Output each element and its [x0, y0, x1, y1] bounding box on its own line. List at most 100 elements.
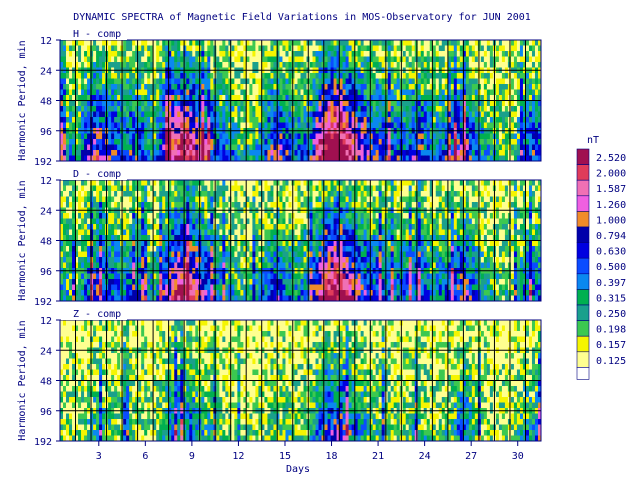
spectrum-cell [228, 139, 232, 145]
spectrum-cell [87, 133, 91, 140]
spectrum-cell [453, 111, 458, 118]
spectrum-cell [225, 218, 229, 225]
spectrum-cell [132, 111, 136, 118]
spectrum-cell [498, 133, 503, 140]
spectrum-cell [282, 155, 286, 162]
spectrum-cell [216, 284, 220, 291]
spectrum-cell [429, 144, 434, 151]
spectrum-cell [183, 95, 187, 101]
spectrum-cell [237, 150, 241, 156]
spectrum-cell [177, 235, 181, 241]
spectrum-cell [336, 100, 340, 107]
spectrum-cell [261, 51, 265, 57]
spectrum-cell [63, 218, 67, 225]
spectrum-cell [294, 117, 298, 123]
spectrum-cell [330, 62, 334, 68]
spectrum-cell [75, 56, 79, 63]
spectrum-cell [195, 273, 199, 280]
spectrum-cell [249, 262, 253, 269]
spectrum-cell [459, 95, 464, 101]
spectrum-cell [426, 117, 431, 123]
spectrum-cell [228, 144, 232, 151]
spectrum-cell [327, 117, 331, 123]
spectrum-cell [255, 117, 259, 123]
spectrum-cell [366, 133, 371, 140]
spectrum-cell [498, 144, 503, 151]
spectrum-cell [132, 273, 136, 280]
spectrum-cell [216, 133, 220, 140]
spectrum-cell [195, 133, 199, 140]
y-tick-label: 96 [40, 127, 52, 138]
spectrum-cell [474, 73, 479, 79]
spectrum-cell [534, 40, 539, 46]
spectrum-cell [312, 45, 316, 52]
spectrum-cell [180, 95, 184, 101]
spectrum-cell [90, 196, 94, 203]
spectrum-cell [249, 229, 253, 236]
spectrum-cell [75, 62, 79, 68]
spectrum-cell [324, 73, 328, 79]
spectrum-cell [195, 62, 199, 68]
spectrum-cell [171, 56, 175, 63]
spectrum-cell [279, 106, 283, 112]
spectrum-cell [282, 106, 286, 112]
spectrum-cell [147, 257, 151, 263]
spectrum-cell [96, 196, 100, 203]
spectrum-cell [96, 279, 100, 285]
spectrum-cell [237, 180, 241, 186]
spectrum-cell [228, 62, 232, 68]
spectrum-cell [264, 150, 268, 156]
spectrum-cell [135, 257, 139, 263]
spectrum-cell [339, 155, 343, 162]
spectrum-cell [99, 100, 103, 107]
spectrum-cell [189, 106, 193, 112]
spectrum-cell [174, 290, 178, 296]
spectrum-cell [261, 95, 265, 101]
spectrum-cell [459, 111, 464, 118]
spectrum-cell [141, 122, 145, 129]
spectrum-cell [351, 73, 356, 79]
spectrum-cell [486, 73, 491, 79]
spectrum-cell [444, 144, 449, 151]
spectrum-cell [363, 73, 368, 79]
spectrum-cell [324, 111, 328, 118]
spectrum-cell [111, 51, 115, 57]
spectrum-cell [510, 84, 515, 90]
spectrum-cell [441, 117, 446, 123]
spectrum-cell [75, 229, 79, 236]
spectrum-cell [168, 224, 172, 230]
spectrum-cell [66, 213, 70, 219]
spectrum-cell [474, 150, 479, 156]
spectrum-cell [207, 240, 211, 247]
spectrum-cell [180, 111, 184, 118]
spectrum-cell [180, 139, 184, 145]
spectrum-cell [123, 133, 127, 140]
spectrum-cell [417, 139, 422, 145]
spectrum-cell [180, 251, 184, 258]
spectrum-cell [225, 78, 229, 85]
spectrum-cell [81, 240, 85, 247]
spectrum-cell [126, 290, 130, 296]
spectrum-cell [183, 84, 187, 90]
spectrum-cell [486, 84, 491, 90]
spectrum-cell [99, 56, 103, 63]
spectrum-cell [369, 62, 374, 68]
spectrum-cell [519, 62, 524, 68]
spectrum-cell [186, 295, 190, 302]
spectrum-cell [465, 100, 470, 107]
spectrum-cell [135, 150, 139, 156]
spectrum-cell [195, 196, 199, 203]
spectrum-cell [501, 45, 506, 52]
spectrum-cell [354, 133, 359, 140]
spectrum-cell [159, 62, 163, 68]
spectrum-cell [135, 229, 139, 236]
spectrum-cell [90, 95, 94, 101]
spectrum-cell [192, 40, 196, 46]
spectrum-cell [210, 257, 214, 263]
spectrum-cell [531, 84, 536, 90]
spectrum-cell [282, 117, 286, 123]
spectrum-cell [222, 133, 226, 140]
spectrum-cell [93, 246, 97, 252]
spectrum-cell [315, 133, 319, 140]
spectrum-cell [99, 111, 103, 118]
